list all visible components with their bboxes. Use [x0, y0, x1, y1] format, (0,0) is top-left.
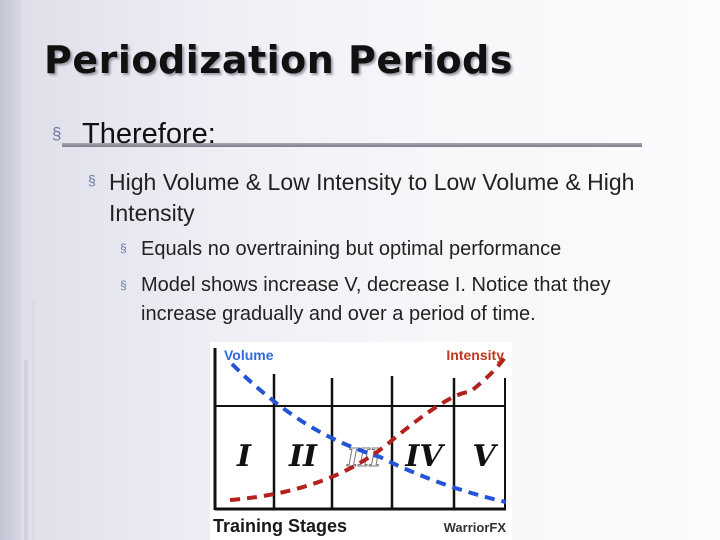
figure-background	[210, 342, 512, 540]
figure-caption: Training Stages	[213, 516, 347, 536]
bullet-level3-text-1: Equals no overtraining but optimal perfo…	[141, 238, 562, 260]
slide-left-decor-bar	[0, 0, 22, 540]
stage-label-1: I	[236, 439, 252, 474]
title-divider	[62, 143, 642, 147]
bullet-icon: §	[52, 124, 62, 143]
bullet-level1-text: Therefore:	[82, 118, 216, 150]
stage-label-5: V	[472, 439, 498, 474]
bullet-icon: §	[120, 241, 127, 255]
bullet-level3-text-2: Model shows increase V, decrease I. Noti…	[141, 274, 611, 325]
volume-curve	[230, 362, 507, 504]
brand-watermark: WarriorFX	[444, 520, 507, 535]
bullet-icon: §	[88, 172, 96, 188]
intensity-curve	[229, 354, 508, 502]
slide-title: Periodization Periods	[44, 38, 513, 82]
stage-label-2: II	[288, 439, 318, 474]
intensity-label: Intensity	[446, 347, 504, 363]
volume-label: Volume	[224, 347, 274, 363]
slide-left-decor-line	[24, 360, 28, 540]
slide-left-decor-line-2	[32, 300, 35, 540]
bullet-icon: §	[120, 278, 127, 292]
stage-label-4: IV	[404, 439, 445, 474]
periodization-figure: I II III IV V Volume Intensity Training …	[210, 342, 512, 540]
bullet-level2-text: High Volume & Low Intensity to Low Volum…	[109, 169, 635, 226]
